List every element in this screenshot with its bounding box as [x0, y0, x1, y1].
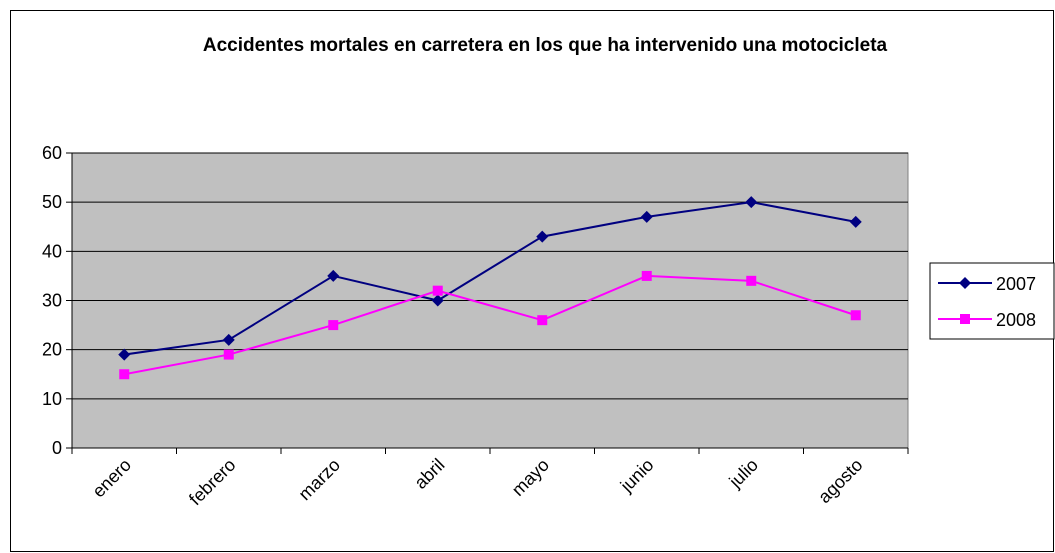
point: [432, 285, 443, 296]
point: [850, 310, 861, 321]
point: [640, 210, 653, 223]
point: [431, 294, 444, 307]
point: [745, 196, 758, 209]
series-line: [124, 201, 856, 356]
y-tick-label: 20: [42, 340, 62, 360]
point: [960, 314, 970, 324]
y-tick-label: 40: [42, 241, 62, 261]
point: [536, 230, 549, 243]
y-tick-label: 60: [42, 143, 62, 163]
point: [641, 270, 652, 281]
point: [849, 215, 862, 228]
chart-title: Accidentes mortales en carretera en los …: [202, 35, 888, 56]
point: [327, 269, 340, 282]
y-tick-label: 30: [42, 291, 62, 311]
point: [959, 277, 971, 289]
point: [118, 348, 131, 361]
point: [119, 369, 130, 380]
series-line: [124, 274, 857, 376]
point: [537, 315, 548, 326]
legend-label: 2008: [996, 310, 1036, 330]
legend-box: [929, 262, 1055, 340]
legend-label: 2007: [996, 274, 1036, 294]
point: [328, 320, 339, 331]
point: [223, 349, 234, 360]
point: [746, 275, 757, 286]
point: [222, 333, 235, 346]
y-tick-label: 10: [42, 389, 62, 409]
y-tick-label: 50: [42, 192, 62, 212]
y-tick-label: 0: [52, 438, 62, 458]
